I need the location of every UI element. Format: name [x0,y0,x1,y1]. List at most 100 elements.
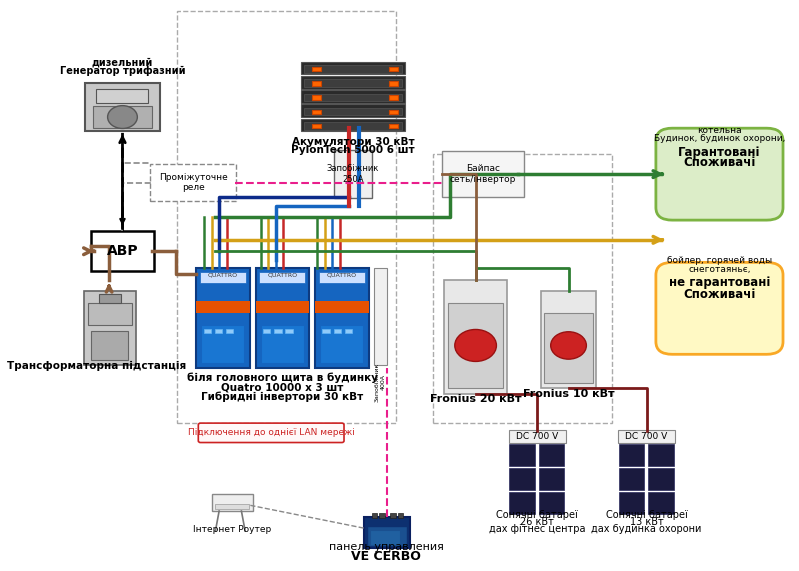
Text: Гарантовані: Гарантовані [678,146,761,159]
FancyBboxPatch shape [84,291,136,365]
FancyBboxPatch shape [256,268,309,368]
Text: Акумулятори 30 кВт: Акумулятори 30 кВт [292,136,414,147]
FancyBboxPatch shape [304,79,402,87]
Text: Сонячні батареї: Сонячні батареї [496,509,578,520]
Text: 13 кВт: 13 кВт [630,517,663,527]
Text: Сонячні батареї: Сонячні батареї [606,509,687,520]
FancyBboxPatch shape [315,301,368,313]
FancyBboxPatch shape [256,301,309,313]
Text: дах будинка охорони: дах будинка охорони [591,524,702,534]
FancyBboxPatch shape [388,110,398,114]
FancyBboxPatch shape [301,119,405,131]
FancyBboxPatch shape [618,492,644,514]
FancyBboxPatch shape [304,94,402,101]
Bar [177,11,396,423]
FancyBboxPatch shape [618,468,644,490]
FancyBboxPatch shape [544,313,593,383]
Text: VE CERBO: VE CERBO [352,550,421,563]
FancyBboxPatch shape [201,324,244,363]
FancyBboxPatch shape [301,62,405,74]
FancyBboxPatch shape [93,106,153,128]
FancyBboxPatch shape [388,95,398,100]
Text: Проміжуточне
реле: Проміжуточне реле [159,173,228,192]
Text: 26 кВт: 26 кВт [520,517,555,527]
FancyBboxPatch shape [510,468,535,490]
FancyBboxPatch shape [364,517,410,548]
Text: дах фітнес центра: дах фітнес центра [489,524,586,534]
FancyBboxPatch shape [312,124,321,128]
FancyBboxPatch shape [319,272,365,283]
FancyBboxPatch shape [312,67,321,71]
Text: Байпас
сеть/інвертор: Байпас сеть/інвертор [450,164,516,184]
Text: Запобіжник
400А: Запобіжник 400А [375,363,386,402]
Text: Fronius 20 кВт: Fronius 20 кВт [430,394,522,404]
Bar [433,154,612,423]
FancyBboxPatch shape [618,444,644,466]
FancyBboxPatch shape [388,67,398,71]
FancyBboxPatch shape [301,104,405,117]
FancyBboxPatch shape [85,83,160,131]
Text: QUATTRO: QUATTRO [267,273,297,278]
FancyBboxPatch shape [398,513,403,518]
FancyBboxPatch shape [618,430,675,443]
Text: бойлер, горячей воды: бойлер, горячей воды [667,256,772,266]
Text: АВР: АВР [106,244,138,258]
Text: котельна: котельна [698,126,741,135]
Text: дизельний: дизельний [92,58,153,68]
Text: DC 700 V: DC 700 V [516,432,559,441]
FancyBboxPatch shape [301,90,405,103]
FancyBboxPatch shape [648,444,674,466]
FancyBboxPatch shape [323,329,330,333]
FancyBboxPatch shape [215,329,222,333]
FancyBboxPatch shape [99,294,121,303]
Text: QUATTRO: QUATTRO [208,273,238,278]
Text: Трансформаторна підстанція: Трансформаторна підстанція [7,361,186,371]
Text: DC 700 V: DC 700 V [626,432,668,441]
FancyBboxPatch shape [226,329,233,333]
FancyBboxPatch shape [656,263,783,354]
FancyBboxPatch shape [263,329,270,333]
FancyBboxPatch shape [344,329,352,333]
FancyBboxPatch shape [379,513,385,518]
FancyBboxPatch shape [648,492,674,514]
FancyBboxPatch shape [539,492,564,514]
FancyBboxPatch shape [312,95,321,100]
FancyBboxPatch shape [510,492,535,514]
Bar [150,164,236,201]
FancyBboxPatch shape [510,444,535,466]
Text: снеготаяньє,: снеготаяньє, [688,265,751,274]
Text: Будинок, будинок охорони,: Будинок, будинок охорони, [654,134,785,143]
Text: Споживачі: Споживачі [683,156,756,169]
FancyBboxPatch shape [320,324,364,363]
FancyBboxPatch shape [274,329,281,333]
FancyBboxPatch shape [539,444,564,466]
Circle shape [455,329,496,361]
FancyBboxPatch shape [372,513,377,518]
FancyBboxPatch shape [539,468,564,490]
FancyBboxPatch shape [448,303,503,388]
FancyBboxPatch shape [204,329,211,333]
Text: Споживачі: Споживачі [683,288,756,300]
FancyBboxPatch shape [374,268,388,365]
Text: не гарантовані: не гарантовані [669,276,770,289]
FancyBboxPatch shape [370,530,400,545]
FancyBboxPatch shape [367,526,407,546]
FancyBboxPatch shape [509,430,566,443]
FancyBboxPatch shape [88,303,132,325]
FancyBboxPatch shape [91,331,129,360]
Text: панель управления: панель управления [329,542,443,552]
FancyBboxPatch shape [390,513,396,518]
FancyBboxPatch shape [259,272,305,283]
Text: біля головного щита в будинку: біля головного щита в будинку [187,372,378,383]
FancyBboxPatch shape [196,301,249,313]
FancyBboxPatch shape [91,231,154,271]
FancyBboxPatch shape [285,329,292,333]
FancyBboxPatch shape [260,324,304,363]
FancyBboxPatch shape [304,122,402,130]
FancyBboxPatch shape [312,81,321,86]
FancyBboxPatch shape [304,108,402,115]
FancyBboxPatch shape [97,89,149,103]
Text: Quatro 10000 х 3 шт: Quatro 10000 х 3 шт [221,382,344,392]
Circle shape [108,106,137,128]
Circle shape [551,332,586,359]
